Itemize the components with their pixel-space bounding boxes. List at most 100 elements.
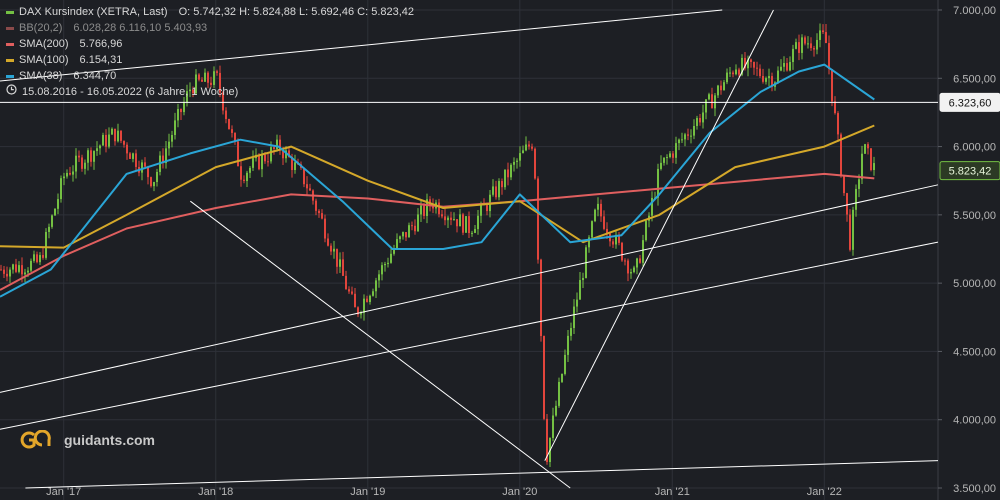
candle-body	[15, 264, 17, 272]
candle-body	[672, 153, 674, 158]
candle-body	[834, 101, 836, 114]
candle-body	[75, 155, 77, 172]
candle-body	[240, 166, 242, 180]
candle-body	[357, 307, 359, 315]
candle-body	[501, 181, 503, 188]
y-tick-label: 5.500,00	[953, 210, 996, 222]
candle-body	[729, 72, 731, 74]
trend-line[interactable]	[544, 9, 774, 461]
candle-body	[180, 109, 182, 113]
legend-swatch	[6, 10, 14, 14]
x-tick-label: Jan '22	[807, 486, 842, 498]
candle-body	[93, 151, 95, 162]
candle-body	[150, 177, 152, 187]
trend-line[interactable]	[0, 241, 939, 430]
candle-body	[498, 181, 500, 198]
candle-body	[657, 168, 659, 198]
trend-lines[interactable]	[0, 9, 939, 489]
candle-body	[261, 154, 263, 170]
indicator-value: 6.154,31	[79, 54, 123, 66]
candle-body	[831, 69, 833, 102]
candle-body	[546, 418, 548, 463]
candle-body	[111, 128, 113, 135]
candle-body	[759, 68, 761, 76]
candle-body	[78, 155, 80, 158]
candle-body	[153, 182, 155, 187]
candle-body	[96, 148, 98, 152]
candle-body	[429, 199, 431, 205]
trend-line[interactable]	[0, 184, 939, 393]
candle-body	[363, 298, 365, 313]
candle-body	[852, 209, 854, 250]
instrument-name: DAX Kursindex (XETRA, Last)	[19, 6, 168, 18]
trend-line[interactable]	[25, 460, 939, 489]
candle-body	[390, 253, 392, 263]
candle-body	[573, 306, 575, 329]
candle-body	[366, 298, 368, 302]
candle-body	[438, 202, 440, 215]
candle-body	[705, 99, 707, 113]
candle-body	[480, 204, 482, 216]
candle-body	[525, 144, 527, 151]
candle-body	[813, 48, 815, 50]
candle-body	[801, 37, 803, 53]
candle-body	[789, 62, 791, 71]
candle-body	[369, 295, 371, 302]
candle-body	[9, 269, 11, 277]
candle-body	[99, 145, 101, 149]
candle-body	[162, 155, 164, 164]
candle-body	[810, 43, 812, 49]
candle-body	[417, 214, 419, 232]
candle-body	[333, 248, 335, 252]
candle-body	[345, 275, 347, 290]
trend-line[interactable]	[190, 200, 571, 489]
candle-body	[462, 214, 464, 233]
y-tick-label: 7.000,00	[953, 5, 996, 17]
candle-body	[69, 172, 71, 175]
candle-body	[381, 265, 383, 275]
candle-body	[642, 240, 644, 263]
candle-body	[327, 238, 329, 246]
candle-body	[720, 85, 722, 91]
candle-body	[249, 167, 251, 173]
candle-body	[21, 265, 23, 275]
legend-title-row: DAX Kursindex (XETRA, Last) O: 5.742,32 …	[6, 4, 414, 20]
price-label-box	[939, 92, 1000, 112]
candle-body	[423, 205, 425, 216]
candle-body	[342, 259, 344, 276]
brand-name: guidants.com	[64, 432, 156, 448]
candle-body	[807, 43, 809, 45]
candle-body	[426, 199, 428, 216]
candle-body	[510, 164, 512, 178]
candle-body	[840, 134, 842, 177]
candle-body	[45, 231, 47, 258]
candle-body	[132, 153, 134, 159]
trend-line[interactable]	[0, 9, 723, 82]
candle-body	[540, 259, 542, 337]
candle-body	[786, 63, 788, 71]
candle-body	[849, 214, 851, 250]
candle-body	[630, 272, 632, 274]
candle-body	[486, 205, 488, 212]
candle-body	[453, 219, 455, 221]
candle-body	[651, 197, 653, 216]
candle-body	[555, 405, 557, 416]
candle-body	[282, 150, 284, 159]
candle-body	[723, 82, 725, 91]
candle-body	[36, 254, 38, 263]
candle-body	[627, 260, 629, 274]
candle-body	[54, 208, 56, 216]
candle-body	[114, 128, 116, 142]
candle-body	[3, 269, 5, 274]
candle-body	[570, 328, 572, 336]
candle-body	[516, 160, 518, 162]
candle-body	[234, 132, 236, 142]
candle-body	[867, 144, 869, 149]
candle-body	[27, 270, 29, 273]
candle-body	[60, 178, 62, 200]
candle-body	[165, 148, 167, 164]
candle-body	[237, 141, 239, 167]
candle-body	[375, 280, 377, 292]
clock-icon	[6, 84, 17, 100]
